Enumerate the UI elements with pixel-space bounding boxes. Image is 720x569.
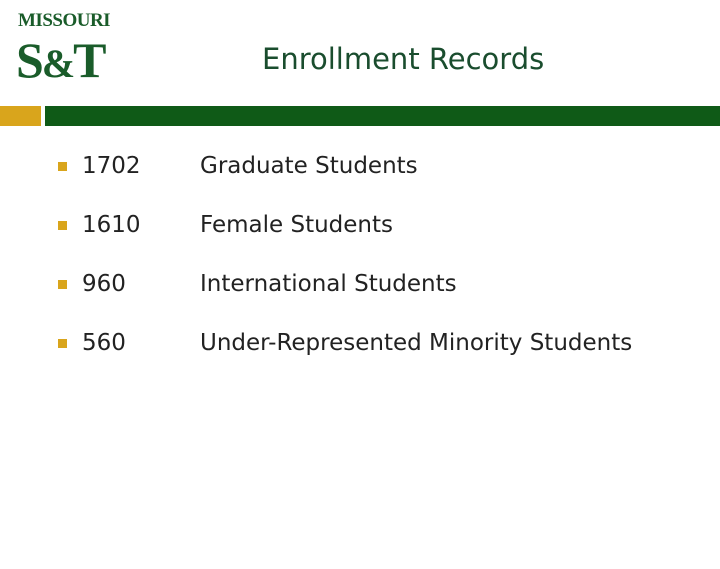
record-count: 1702 — [82, 153, 141, 179]
logo-letter-t: T — [73, 32, 106, 88]
list-item: 960 International Students — [58, 268, 708, 327]
page-title: Enrollment Records — [262, 42, 545, 76]
missouri-st-logo: MISSOURI S&T — [14, 10, 114, 92]
header-bar-gold — [0, 106, 41, 126]
square-bullet-icon — [58, 221, 67, 230]
record-label: Graduate Students — [200, 153, 418, 179]
logo-wordmark-top: MISSOURI — [18, 10, 111, 31]
logo-letter-s: S — [16, 32, 44, 88]
record-label: International Students — [200, 271, 457, 297]
logo-ampersand: & — [41, 41, 75, 86]
header-bar-green — [45, 106, 720, 126]
square-bullet-icon — [58, 162, 67, 171]
list-item: 560 Under-Represented Minority Students — [58, 327, 708, 386]
enrollment-list: 1702 Graduate Students 1610 Female Stude… — [58, 150, 708, 386]
record-label: Under-Represented Minority Students — [200, 330, 633, 356]
list-item: 1702 Graduate Students — [58, 150, 708, 209]
record-label: Female Students — [200, 212, 393, 238]
record-count: 960 — [82, 271, 126, 297]
square-bullet-icon — [58, 280, 67, 289]
record-count: 560 — [82, 330, 126, 356]
record-count: 1610 — [82, 212, 141, 238]
square-bullet-icon — [58, 339, 67, 348]
list-item: 1610 Female Students — [58, 209, 708, 268]
logo-wordmark-main: S&T — [16, 30, 107, 94]
